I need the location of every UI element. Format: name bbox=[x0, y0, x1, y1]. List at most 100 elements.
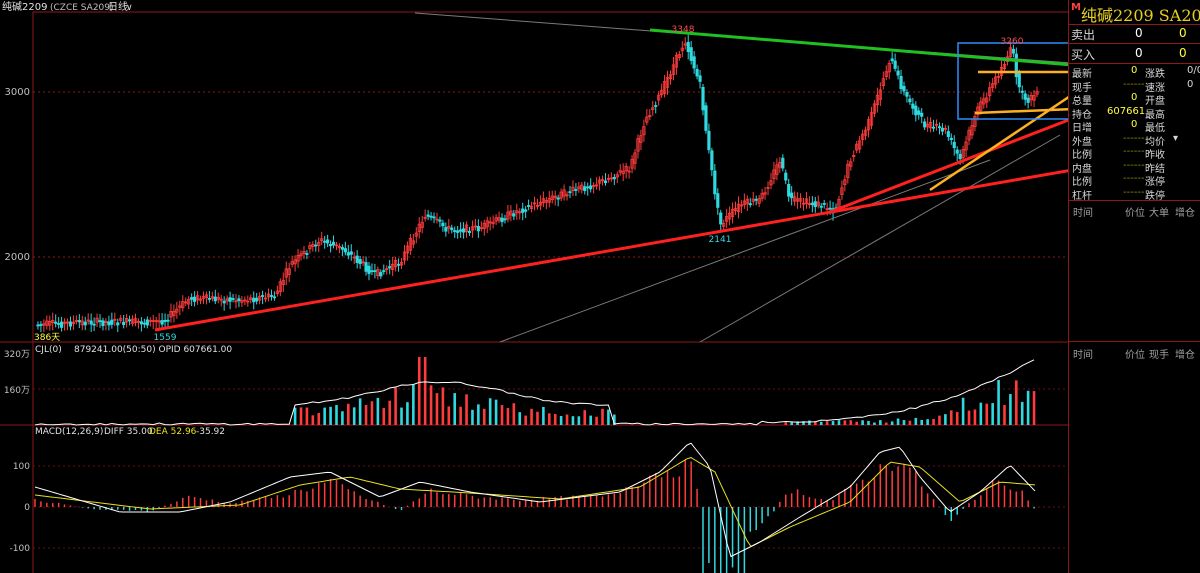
high-label: 3348 bbox=[672, 25, 695, 35]
highlight-box bbox=[957, 42, 1068, 120]
kline-chart[interactable]: 纯碱2209 (CZCE SA209)日线∨ 3000 2000 CJL(0) 87924… bbox=[0, 0, 1068, 573]
candle-body bbox=[51, 320, 55, 323]
volume-bar bbox=[518, 412, 522, 425]
candle-body bbox=[878, 89, 882, 100]
candle-body bbox=[742, 200, 746, 206]
candle-body bbox=[272, 296, 277, 299]
sell-row[interactable]: 卖出 0 0 bbox=[1069, 24, 1200, 44]
quote-label: 外盘 bbox=[1072, 136, 1092, 148]
candle-body bbox=[819, 205, 823, 208]
candle-body bbox=[195, 295, 200, 301]
volume-bar bbox=[861, 420, 864, 425]
candle-body bbox=[299, 253, 303, 257]
candle-body bbox=[275, 290, 279, 294]
candle-body bbox=[228, 297, 232, 302]
candle-body bbox=[674, 54, 678, 68]
candle-body bbox=[240, 300, 244, 303]
buy-volume: 0 bbox=[1179, 46, 1187, 60]
candle-body bbox=[190, 297, 194, 300]
quote-label: 最高 bbox=[1145, 109, 1165, 121]
candle-body bbox=[787, 183, 791, 197]
red-support-line bbox=[829, 118, 1068, 214]
buy-row[interactable]: 买入 0 0 bbox=[1069, 44, 1200, 64]
candle-body bbox=[385, 268, 389, 271]
candle-body bbox=[130, 318, 135, 324]
volume-bar bbox=[973, 409, 977, 425]
candle-body bbox=[417, 223, 421, 233]
candle-body bbox=[680, 47, 684, 52]
col-oi-change: 增仓 bbox=[1175, 208, 1195, 219]
candle-body bbox=[391, 263, 395, 271]
quote-value: ------ bbox=[1123, 146, 1145, 157]
candle-body bbox=[846, 163, 850, 178]
volume-bar bbox=[601, 408, 604, 425]
candle-body bbox=[346, 252, 350, 256]
candle-body bbox=[728, 212, 732, 220]
volume-bar bbox=[879, 420, 882, 425]
candle-body bbox=[583, 186, 587, 192]
candle-body bbox=[470, 226, 475, 231]
candle-body bbox=[509, 210, 513, 216]
volume-bar bbox=[955, 412, 959, 425]
candle-body bbox=[544, 200, 548, 203]
quote-label: 涨跌 bbox=[1145, 69, 1165, 80]
candle-body bbox=[822, 203, 826, 205]
volume-bar bbox=[595, 416, 598, 425]
gray-line bbox=[699, 134, 1061, 343]
candle-body bbox=[355, 255, 359, 263]
red-support-line bbox=[154, 169, 1068, 332]
candle-body bbox=[201, 296, 206, 299]
quote-label: 杠杆 bbox=[1072, 190, 1092, 202]
sell-price: 0 bbox=[1135, 26, 1143, 40]
candle-body bbox=[116, 322, 120, 326]
candle-body bbox=[515, 210, 519, 214]
candle-body bbox=[784, 172, 788, 181]
candle-body bbox=[982, 98, 986, 105]
volume-bar bbox=[1015, 380, 1018, 425]
candle-body bbox=[423, 216, 427, 219]
volume-bar bbox=[341, 411, 344, 425]
candle-body bbox=[967, 129, 971, 141]
candle-body bbox=[482, 222, 486, 229]
candle-body bbox=[456, 230, 460, 233]
quote-label: 日增 bbox=[1072, 123, 1092, 134]
candle-body bbox=[157, 320, 161, 323]
candle-body bbox=[98, 320, 102, 322]
buy-price: 0 bbox=[1135, 46, 1143, 60]
candle-body bbox=[352, 256, 356, 259]
candle-body bbox=[665, 76, 670, 88]
volume-bar bbox=[370, 401, 374, 425]
quote-value: ------ bbox=[1123, 173, 1145, 184]
candle-body bbox=[65, 321, 70, 324]
candle-body bbox=[639, 135, 643, 143]
recent-high-label: 3260 bbox=[1001, 37, 1024, 47]
candle-body bbox=[204, 294, 209, 299]
col-price: 价位 bbox=[1125, 208, 1145, 219]
candle-body bbox=[825, 208, 829, 210]
volume-bar bbox=[364, 404, 368, 425]
trendlines bbox=[154, 12, 1068, 343]
candle-body bbox=[518, 211, 522, 214]
volume-legend-values: 879241.00(50:50) OPID 607661.00 bbox=[74, 345, 232, 355]
candle-body bbox=[701, 86, 705, 111]
volume-bar bbox=[890, 421, 894, 425]
candle-body bbox=[760, 192, 764, 199]
volume-bar bbox=[808, 420, 811, 425]
candle-body bbox=[592, 185, 596, 187]
volume-bar bbox=[997, 380, 1000, 425]
quote-label: 速涨 bbox=[1145, 82, 1165, 94]
candle-body bbox=[991, 83, 995, 88]
candle-body bbox=[506, 211, 510, 220]
candle-body bbox=[1032, 94, 1036, 101]
candle-body bbox=[54, 321, 58, 324]
candle-body bbox=[908, 98, 912, 103]
candle-body bbox=[83, 321, 87, 326]
candle-body bbox=[648, 115, 652, 118]
quote-row: 总量 0 开盘 bbox=[1069, 91, 1200, 107]
candle-body bbox=[438, 219, 442, 222]
candle-body bbox=[695, 68, 699, 77]
volume-bar bbox=[1003, 405, 1006, 425]
candle-body bbox=[281, 279, 285, 286]
volume-bar bbox=[1032, 391, 1036, 425]
candle-body bbox=[961, 149, 965, 158]
